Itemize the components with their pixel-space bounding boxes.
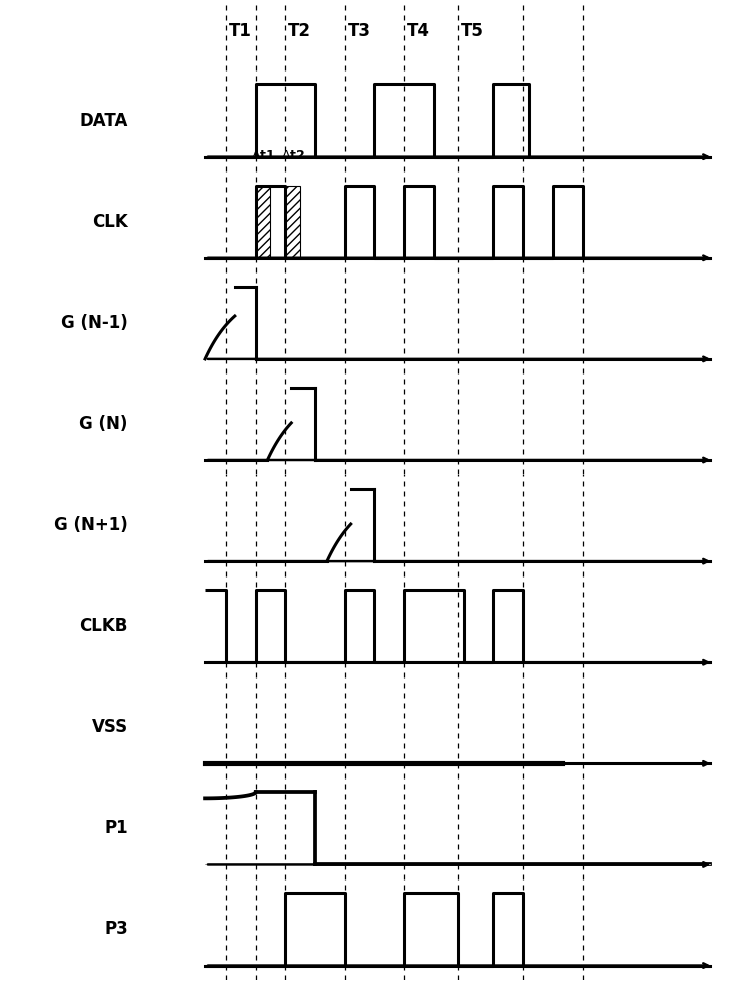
Text: VSS: VSS — [91, 718, 128, 736]
Text: T5: T5 — [461, 22, 484, 40]
Text: $\Delta$t2: $\Delta$t2 — [281, 149, 305, 162]
Text: T3: T3 — [348, 22, 371, 40]
Text: CLKB: CLKB — [80, 617, 128, 635]
Text: T2: T2 — [288, 22, 311, 40]
Text: T1: T1 — [229, 22, 252, 40]
Text: P3: P3 — [104, 920, 128, 938]
Text: G (N+1): G (N+1) — [54, 516, 128, 534]
Text: DATA: DATA — [80, 112, 128, 130]
Text: $\Delta$t1: $\Delta$t1 — [251, 149, 275, 162]
Text: P1: P1 — [104, 819, 128, 837]
Bar — [256, 186, 270, 258]
Bar — [285, 186, 300, 258]
Text: G (N): G (N) — [80, 415, 128, 433]
Text: G (N-1): G (N-1) — [61, 314, 128, 332]
Text: CLK: CLK — [92, 213, 128, 231]
Text: T4: T4 — [407, 22, 430, 40]
